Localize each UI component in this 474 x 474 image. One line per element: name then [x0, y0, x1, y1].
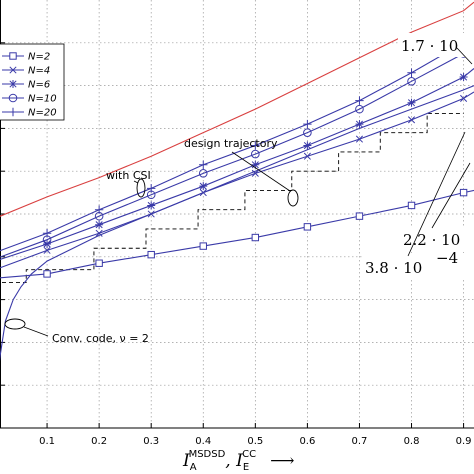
- data-point-star: [303, 141, 312, 150]
- data-point-plus: [303, 119, 312, 129]
- data-point-circle: [407, 77, 416, 86]
- x-axis-label: IAMSDSD, IECC ⟶: [182, 449, 295, 473]
- data-point-square: [355, 212, 364, 220]
- data-point-x: [43, 246, 51, 254]
- annotation-value-mid: 2.2 · 10: [403, 231, 460, 249]
- data-point-plus: [42, 229, 52, 238]
- data-point-x: [303, 152, 311, 160]
- data-point-plus: [94, 205, 104, 214]
- data-point-square: [147, 250, 155, 259]
- xlabel-sub-2: E: [243, 462, 249, 473]
- annotation-conv-code: Conv. code, ν = 2: [52, 332, 149, 345]
- series-line-6: [0, 85, 474, 361]
- design-trajectory-path: [0, 112, 464, 283]
- x-tick-label: 0.7: [352, 436, 368, 447]
- data-point-square: [251, 233, 260, 242]
- data-point-square: [43, 270, 51, 278]
- x-tick-label: 0.8: [404, 436, 420, 447]
- legend-marker-square: [9, 52, 17, 60]
- data-point-plus: [407, 68, 416, 77]
- data-point-square: [407, 201, 416, 210]
- data-point-plus: [199, 160, 208, 169]
- xlabel-main-1: I: [182, 451, 190, 471]
- data-point-circle: [251, 149, 260, 159]
- svg-text:IAMSDSD, IECC⟶: IAMSDSD, IECC ⟶: [182, 449, 295, 473]
- xlabel-sup-1: MSDSD: [189, 449, 226, 460]
- data-point-x: [147, 210, 155, 218]
- annotation-value-low: 3.8 · 10: [365, 259, 422, 277]
- data-point-star: [251, 160, 260, 169]
- data-point-star: [407, 98, 416, 107]
- annotation-conv-code-ellipse: [4, 318, 26, 330]
- series-lines: [0, 1, 474, 361]
- legend-label: N=10: [28, 94, 57, 105]
- grid: [0, 0, 474, 428]
- data-point-x: [355, 135, 364, 143]
- data-point-star: [199, 182, 208, 191]
- data-point-star: [459, 73, 468, 82]
- data-point-plus: [355, 96, 364, 105]
- x-tick-label: 0.6: [299, 436, 315, 447]
- label-background-low: [362, 253, 474, 279]
- series-line-5: [0, 1, 474, 217]
- data-point-square: [303, 223, 312, 231]
- annotation-with-csi: with CSI: [106, 169, 151, 182]
- x-tick-label: 0.3: [143, 436, 159, 447]
- xlabel-main-2: I: [235, 451, 243, 471]
- x-tick-label: 0.5: [247, 436, 263, 447]
- data-point-circle: [303, 128, 312, 137]
- x-tick-labels: 0.1 0.2 0.3 0.4 0.5 0.6 0.7 0.8 0.9: [39, 436, 471, 447]
- legend-marker-circle: [8, 93, 18, 103]
- legend-label: N=6: [28, 80, 50, 91]
- legend: N=2 N=4 N=6 N=10 N=20: [0, 43, 65, 121]
- data-point-star: [95, 220, 104, 229]
- series-markers: [42, 38, 468, 278]
- data-point-x: [199, 189, 207, 197]
- annotation-with-csi-leader: [133, 180, 139, 184]
- series-line-n10: [0, 46, 474, 258]
- data-point-x: [95, 229, 103, 237]
- data-point-x: [251, 169, 259, 177]
- legend-label: N=4: [28, 66, 50, 77]
- x-tick-label: 0.9: [456, 436, 472, 447]
- annotation-with-csi-ellipse: [136, 178, 146, 198]
- xlabel-arrow: ⟶: [270, 451, 294, 471]
- x-tick-label: 0.4: [195, 436, 211, 447]
- annotation-value-low-exponent: −4: [436, 249, 458, 267]
- legend-label: N=2: [28, 52, 50, 63]
- data-point-square: [199, 242, 207, 250]
- xlabel-sep: ,: [225, 451, 236, 471]
- legend-marker-plus: [8, 107, 18, 117]
- legend-marker-x: [9, 66, 17, 74]
- x-tick-label: 0.1: [39, 436, 55, 447]
- data-point-square: [459, 188, 468, 197]
- design-trajectory-line: [0, 112, 464, 283]
- data-point-x: [407, 116, 416, 124]
- data-point-circle: [355, 104, 364, 114]
- annotations: with CSI design trajectory Conv. code, ν…: [4, 33, 474, 345]
- data-point-circle: [198, 169, 208, 178]
- legend-label: N=20: [28, 108, 57, 119]
- annotation-conv-code-leader: [23, 326, 49, 337]
- data-point-star: [355, 120, 364, 129]
- data-point-x: [460, 94, 468, 102]
- annotation-design-trajectory: design trajectory: [184, 137, 278, 150]
- data-point-square: [95, 259, 103, 267]
- data-point-plus: [251, 141, 260, 150]
- annotation-design-trajectory-leader: [231, 151, 291, 192]
- annotation-value-top-leader: [456, 47, 473, 65]
- legend-marker-star: [9, 80, 17, 88]
- annotation-value-low-leader: [407, 131, 466, 257]
- x-tick-label: 0.2: [91, 436, 107, 447]
- xlabel-sub-1: A: [190, 462, 197, 473]
- xlabel-sup-2: CC: [242, 449, 256, 460]
- annotation-design-trajectory-ellipse: [287, 189, 299, 207]
- data-point-plus: [146, 184, 156, 193]
- data-point-star: [147, 201, 156, 210]
- annotation-value-mid-leader: [431, 162, 471, 229]
- annotation-value-top: 1.7 · 10: [401, 37, 458, 55]
